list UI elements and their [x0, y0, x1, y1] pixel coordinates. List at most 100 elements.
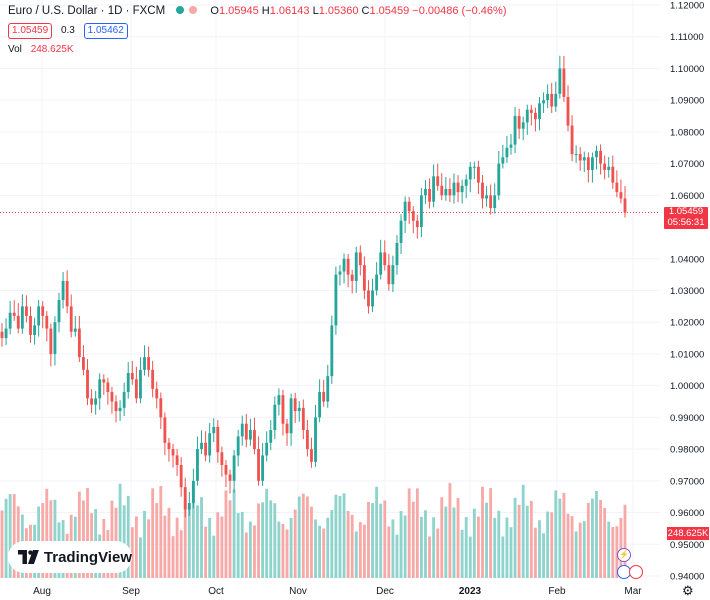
volume-bar [126, 495, 130, 578]
candle-body [297, 407, 301, 412]
volume-bar [175, 517, 179, 578]
candle-body [411, 211, 415, 221]
symbol-title[interactable]: Euro / U.S. Dollar · 1D · FXCM [8, 5, 166, 17]
volume-bar [86, 488, 89, 578]
volume-bar [554, 490, 558, 578]
volume-value: 248.625K [30, 44, 74, 55]
candle-body [232, 455, 236, 481]
volume-bar [139, 537, 142, 578]
volume-bar [595, 490, 598, 578]
candle-body [525, 109, 529, 123]
volume-bar [529, 500, 533, 578]
volume-bar [538, 520, 541, 578]
volume-bar [550, 512, 554, 578]
candle-body [57, 300, 61, 323]
price-tick-label: 1.10000 [670, 64, 704, 75]
candle-body [191, 480, 195, 504]
buy-button[interactable]: 1.05462 [83, 23, 128, 39]
candle-body [16, 315, 20, 329]
candle-body [33, 325, 37, 335]
volume-bar [619, 517, 623, 578]
volume-bar [493, 517, 497, 578]
volume-bar [489, 488, 493, 578]
time-tick-label: Nov [289, 586, 307, 597]
candle-body [362, 265, 366, 291]
volume-bar [599, 499, 602, 578]
volume-bar [200, 497, 203, 578]
candle-body [130, 372, 134, 380]
volume-bar [265, 488, 269, 578]
volume-bar [574, 531, 578, 578]
volume-bar [118, 483, 122, 578]
candle-body [603, 163, 607, 170]
volume-bar [293, 509, 297, 578]
volume-bar [570, 516, 574, 578]
candle-body [558, 68, 562, 94]
candle-body [253, 430, 256, 450]
volume-bar [151, 488, 155, 578]
volume-bar [440, 497, 444, 578]
price-tick-label: 0.96000 [670, 508, 704, 519]
candle-body [73, 328, 77, 332]
candle-body [273, 404, 277, 431]
volume-bar [481, 486, 484, 578]
candle-body [476, 166, 480, 183]
spread-value: 0.3 [60, 25, 75, 36]
candle-body [305, 430, 309, 450]
candle-body [586, 157, 590, 170]
volume-bar [542, 533, 545, 578]
volume-label: Vol [8, 44, 22, 55]
tradingview-logo[interactable]: TradingView [8, 541, 132, 573]
price-tick-label: 1.07000 [670, 159, 704, 170]
volume-bar [407, 488, 411, 578]
candle-body [517, 116, 521, 129]
lightning-event-icon[interactable]: ⚡ [617, 548, 631, 562]
volume-bar [248, 521, 252, 578]
candle-body [432, 176, 436, 202]
volume-bar [472, 508, 476, 578]
volume-bar [159, 486, 163, 578]
volume-bar [432, 517, 436, 578]
volume-bar [261, 502, 265, 578]
candle-body [289, 398, 293, 434]
volume-bar [505, 517, 509, 578]
time-tick-label: Feb [548, 586, 566, 597]
candle-body [590, 157, 594, 170]
candle-body [493, 195, 497, 209]
volume-bar [448, 483, 452, 578]
candle-body [387, 265, 391, 285]
candle-body [314, 417, 317, 462]
volume-bar [607, 521, 611, 578]
volume-bar [147, 519, 151, 578]
sell-button[interactable]: 1.05459 [8, 23, 53, 39]
candle-body [257, 449, 260, 481]
candle-body [179, 464, 183, 488]
candlesticks [0, 55, 627, 518]
candle-body [497, 163, 501, 196]
candle-body [367, 290, 370, 307]
time-tick-label: Dec [376, 586, 394, 597]
candle-body [187, 503, 191, 510]
candle-body [163, 417, 167, 443]
volume-bar [521, 484, 525, 578]
eu-flag-event-icon[interactable] [629, 565, 643, 579]
candle-body [509, 144, 513, 148]
volume-bar [460, 529, 464, 578]
volume-bar [586, 502, 590, 578]
volume-bar [399, 511, 403, 578]
volume-bar [379, 503, 383, 578]
candle-body [428, 188, 431, 202]
volume-bar [285, 529, 289, 578]
volume-bar [578, 522, 582, 578]
candle-body [29, 315, 32, 335]
settings-gear-icon[interactable]: ⚙ [682, 583, 694, 598]
volume-bar [53, 499, 57, 578]
candle-body [440, 185, 444, 196]
candle-body [354, 252, 358, 281]
candle-body [395, 242, 399, 266]
volume-bar [8, 494, 12, 578]
candle-body [200, 442, 203, 450]
volume-bar [346, 511, 350, 578]
volume-bar [4, 498, 8, 578]
